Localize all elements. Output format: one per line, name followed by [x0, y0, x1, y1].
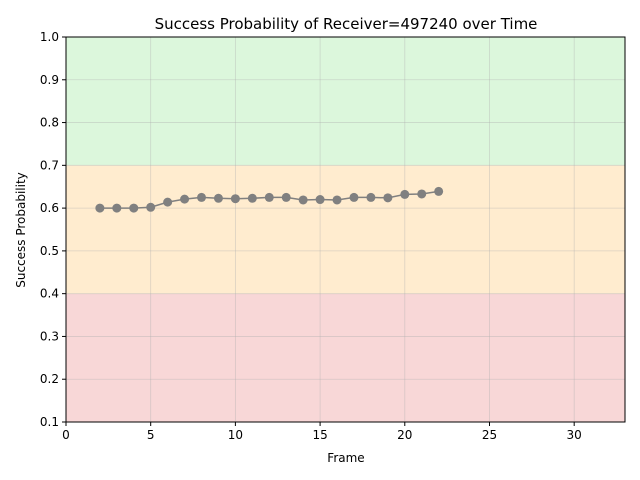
- data-point: [417, 189, 427, 199]
- data-point: [213, 193, 223, 203]
- data-point: [146, 202, 156, 212]
- x-tick-label: 5: [147, 428, 155, 442]
- y-tick-label: 0.1: [40, 415, 59, 429]
- y-tick-label: 0.6: [40, 201, 59, 215]
- x-tick-label: 30: [567, 428, 582, 442]
- data-point: [434, 186, 444, 196]
- y-tick-label: 0.4: [40, 287, 59, 301]
- y-tick-label: 0.9: [40, 73, 59, 87]
- data-point: [400, 189, 410, 199]
- data-point: [95, 203, 105, 213]
- series-layer: [95, 186, 444, 213]
- y-axis-ticks: 0.1 0.2 0.3 0.4 0.5 0.6 0.7 0.8 0.9 1.0: [40, 30, 66, 429]
- data-point: [349, 192, 359, 202]
- y-tick-label: 0.7: [40, 158, 59, 172]
- data-point: [247, 193, 257, 203]
- x-axis-ticks: 0 5 10 15 20 25 30: [62, 422, 582, 442]
- data-point: [366, 192, 376, 202]
- y-axis-label: Success Probability: [14, 172, 28, 288]
- data-point: [112, 203, 122, 213]
- data-point: [315, 195, 325, 205]
- data-point: [230, 194, 240, 204]
- y-tick-label: 0.3: [40, 329, 59, 343]
- y-tick-label: 0.8: [40, 116, 59, 130]
- x-tick-label: 10: [228, 428, 243, 442]
- band-0: [66, 293, 625, 422]
- band-1: [66, 165, 625, 294]
- x-tick-label: 0: [62, 428, 70, 442]
- x-tick-label: 20: [397, 428, 412, 442]
- y-tick-label: 0.2: [40, 372, 59, 386]
- data-point: [163, 197, 173, 207]
- data-point: [383, 193, 393, 203]
- data-point: [332, 195, 342, 205]
- plot-frame: [65, 36, 626, 423]
- data-point: [180, 194, 190, 204]
- data-point: [197, 192, 207, 202]
- band-2: [66, 37, 625, 166]
- background-bands: [66, 37, 625, 422]
- data-point: [298, 195, 308, 205]
- data-point: [264, 192, 274, 202]
- data-point: [129, 203, 139, 213]
- chart-title: Success Probability of Receiver=497240 o…: [155, 15, 538, 33]
- x-axis-label: Frame: [327, 451, 364, 465]
- x-tick-label: 15: [312, 428, 327, 442]
- data-point: [281, 192, 291, 202]
- x-tick-label: 25: [482, 428, 497, 442]
- y-tick-label: 1.0: [40, 30, 59, 44]
- y-tick-label: 0.5: [40, 244, 59, 258]
